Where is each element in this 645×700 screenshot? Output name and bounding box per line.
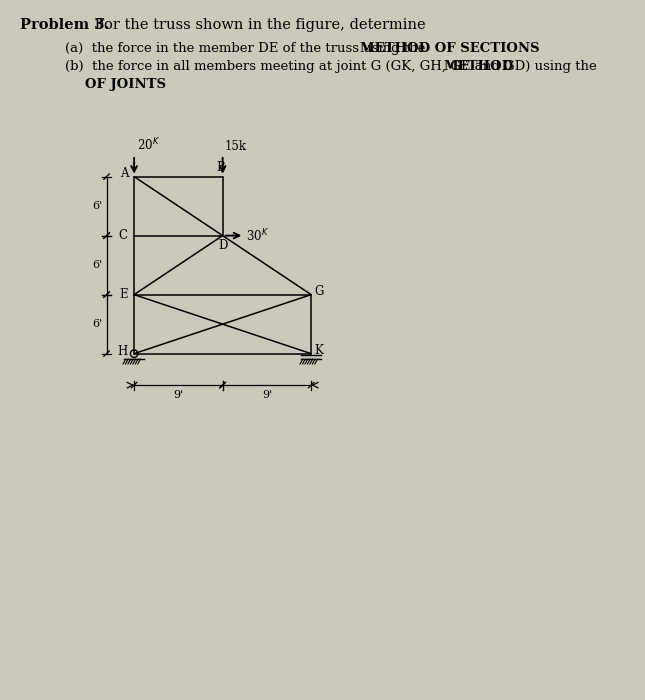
Text: 20$^K$: 20$^K$ <box>137 137 159 153</box>
Text: For the truss shown in the figure, determine: For the truss shown in the figure, deter… <box>90 18 426 32</box>
Text: METHOD OF SECTIONS: METHOD OF SECTIONS <box>360 42 539 55</box>
Text: B: B <box>216 161 225 174</box>
Text: G: G <box>314 285 324 298</box>
Text: 15k: 15k <box>225 141 247 153</box>
Text: 9': 9' <box>262 390 272 400</box>
Text: METHOD: METHOD <box>443 60 513 73</box>
Text: E: E <box>119 288 128 301</box>
Text: 6': 6' <box>93 201 103 211</box>
Text: 6': 6' <box>93 319 103 329</box>
Text: Problem 3.: Problem 3. <box>20 18 110 32</box>
Text: OF JOINTS: OF JOINTS <box>85 78 166 91</box>
Text: 9': 9' <box>174 390 183 400</box>
Text: (b)  the force in all members meeting at joint G (GK, GH, GE and GD) using the: (b) the force in all members meeting at … <box>65 60 601 73</box>
Text: C: C <box>119 229 128 242</box>
Text: A: A <box>120 167 128 180</box>
Text: K: K <box>315 344 323 357</box>
Text: 30$^K$: 30$^K$ <box>246 228 269 244</box>
Text: 6': 6' <box>93 260 103 270</box>
Text: D: D <box>218 239 227 252</box>
Text: H: H <box>117 345 128 358</box>
Text: (a)  the force in the member DE of the truss using the: (a) the force in the member DE of the tr… <box>65 42 430 55</box>
